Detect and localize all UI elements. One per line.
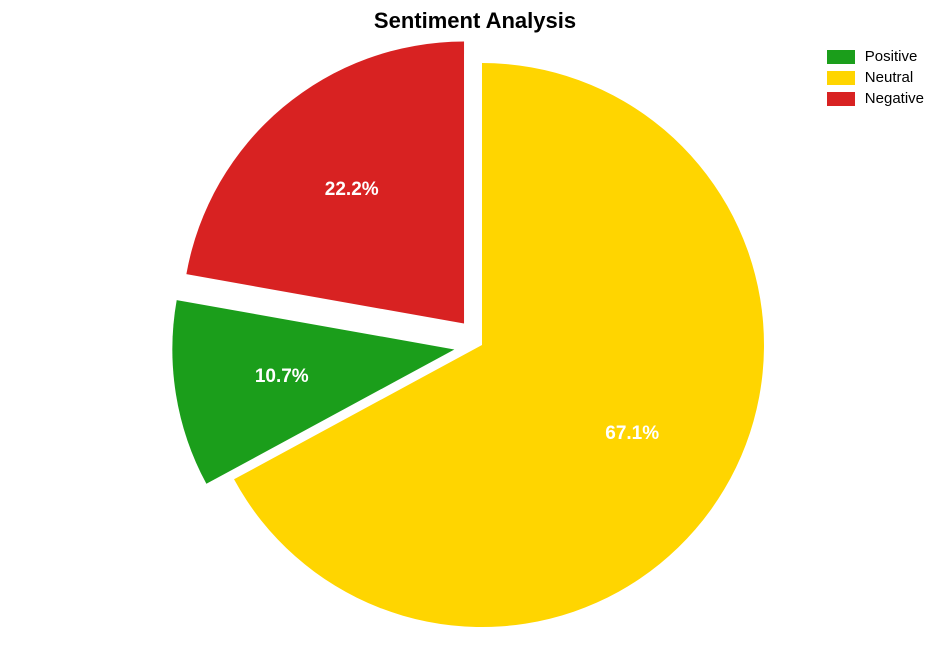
chart-legend: Positive Neutral Negative <box>827 48 924 111</box>
pie-chart-container: Sentiment Analysis 67.1% 10.7% 22.2% Posit… <box>0 0 950 662</box>
legend-label: Neutral <box>865 69 913 86</box>
legend-item: Positive <box>827 48 924 65</box>
legend-swatch <box>827 92 855 106</box>
legend-swatch <box>827 50 855 64</box>
slice-percent-label: 22.2% <box>325 179 379 201</box>
legend-item: Negative <box>827 90 924 107</box>
legend-label: Positive <box>865 48 918 65</box>
chart-title: Sentiment Analysis <box>0 8 950 34</box>
legend-item: Neutral <box>827 69 924 86</box>
pie-chart-svg <box>0 0 950 662</box>
slice-percent-label: 67.1% <box>605 423 659 445</box>
legend-label: Negative <box>865 90 924 107</box>
legend-swatch <box>827 71 855 85</box>
slice-percent-label: 10.7% <box>255 366 309 388</box>
